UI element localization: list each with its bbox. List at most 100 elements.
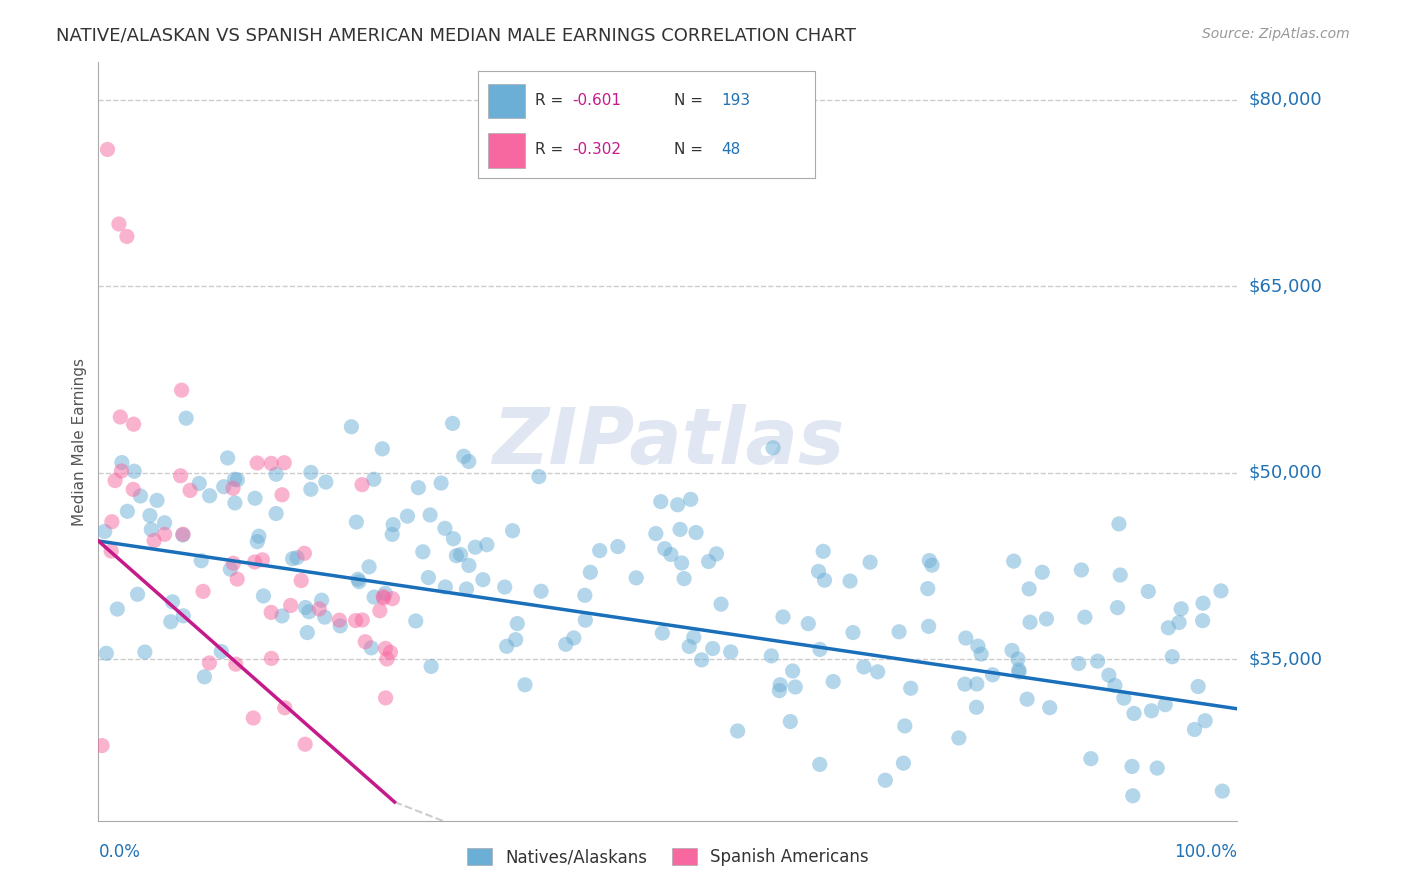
Point — [264, 467, 287, 482]
Point — [1018, 582, 1040, 596]
Text: $50,000: $50,000 — [1249, 464, 1322, 482]
Point — [212, 480, 235, 494]
Point — [260, 651, 283, 665]
Point — [252, 589, 274, 603]
Point — [1067, 657, 1090, 671]
Point — [464, 540, 486, 554]
Point — [1098, 668, 1121, 682]
Point — [139, 508, 162, 523]
Point — [1146, 761, 1168, 775]
Point — [363, 472, 385, 486]
Point — [352, 613, 374, 627]
Point — [243, 555, 266, 569]
Point — [450, 548, 472, 562]
Point — [685, 525, 707, 540]
Point — [104, 474, 127, 488]
Point — [875, 773, 897, 788]
Text: 0.0%: 0.0% — [98, 844, 141, 862]
Text: R =: R = — [536, 93, 568, 108]
Point — [574, 613, 596, 627]
Point — [475, 538, 498, 552]
Point — [955, 631, 977, 645]
Point — [967, 639, 990, 653]
Point — [1140, 704, 1163, 718]
Point — [797, 616, 820, 631]
Point — [682, 630, 704, 644]
Point — [375, 652, 398, 666]
Point — [285, 550, 308, 565]
Point — [315, 475, 337, 489]
Point — [446, 549, 468, 563]
Text: -0.601: -0.601 — [572, 93, 621, 108]
Text: R =: R = — [536, 142, 568, 157]
Point — [374, 586, 396, 600]
Point — [111, 456, 134, 470]
Point — [347, 572, 370, 586]
Point — [226, 473, 249, 487]
Text: N =: N = — [673, 142, 707, 157]
Point — [209, 644, 232, 658]
Point — [679, 492, 702, 507]
Point — [246, 534, 269, 549]
Point — [247, 529, 270, 543]
Text: 100.0%: 100.0% — [1174, 844, 1237, 862]
Point — [644, 526, 666, 541]
Point — [153, 527, 176, 541]
Point — [273, 456, 295, 470]
Point — [419, 508, 441, 522]
Point — [768, 683, 790, 698]
Point — [110, 409, 132, 424]
Point — [93, 524, 115, 539]
Point — [117, 504, 139, 518]
Point — [441, 532, 464, 546]
Point — [505, 632, 527, 647]
Point — [1211, 784, 1233, 798]
Point — [1184, 723, 1206, 737]
Point — [785, 680, 807, 694]
Text: NATIVE/ALASKAN VS SPANISH AMERICAN MEDIAN MALE EARNINGS CORRELATION CHART: NATIVE/ALASKAN VS SPANISH AMERICAN MEDIA… — [56, 27, 856, 45]
Point — [458, 558, 481, 573]
Point — [887, 624, 910, 639]
Point — [153, 516, 176, 530]
Point — [344, 515, 367, 529]
Point — [357, 559, 380, 574]
Point — [842, 625, 865, 640]
Point — [762, 441, 785, 455]
Point — [666, 498, 689, 512]
Point — [506, 616, 529, 631]
Point — [143, 533, 166, 548]
Point — [1168, 615, 1191, 630]
Point — [134, 645, 156, 659]
Point — [347, 574, 370, 589]
Point — [624, 571, 647, 585]
Point — [308, 602, 330, 616]
Point — [1070, 563, 1092, 577]
Point — [408, 481, 430, 495]
Point — [222, 556, 245, 570]
Point — [405, 614, 427, 628]
Point — [159, 615, 181, 629]
Point — [122, 483, 145, 497]
Point — [659, 548, 682, 562]
Point — [1192, 596, 1215, 610]
Point — [242, 711, 264, 725]
Point — [918, 553, 941, 567]
Point — [894, 719, 917, 733]
Point — [297, 625, 319, 640]
Point — [1194, 714, 1216, 728]
Point — [1104, 678, 1126, 692]
Point — [217, 450, 239, 465]
Point — [562, 631, 585, 645]
Point — [299, 483, 322, 497]
Point — [782, 664, 804, 678]
Point — [122, 417, 145, 432]
FancyBboxPatch shape — [488, 134, 526, 168]
Point — [188, 476, 211, 491]
Point — [1154, 698, 1177, 712]
Point — [866, 665, 889, 679]
Point — [127, 587, 149, 601]
Point — [110, 464, 132, 478]
Point — [129, 489, 152, 503]
Point — [260, 456, 283, 470]
Text: 48: 48 — [721, 142, 740, 157]
